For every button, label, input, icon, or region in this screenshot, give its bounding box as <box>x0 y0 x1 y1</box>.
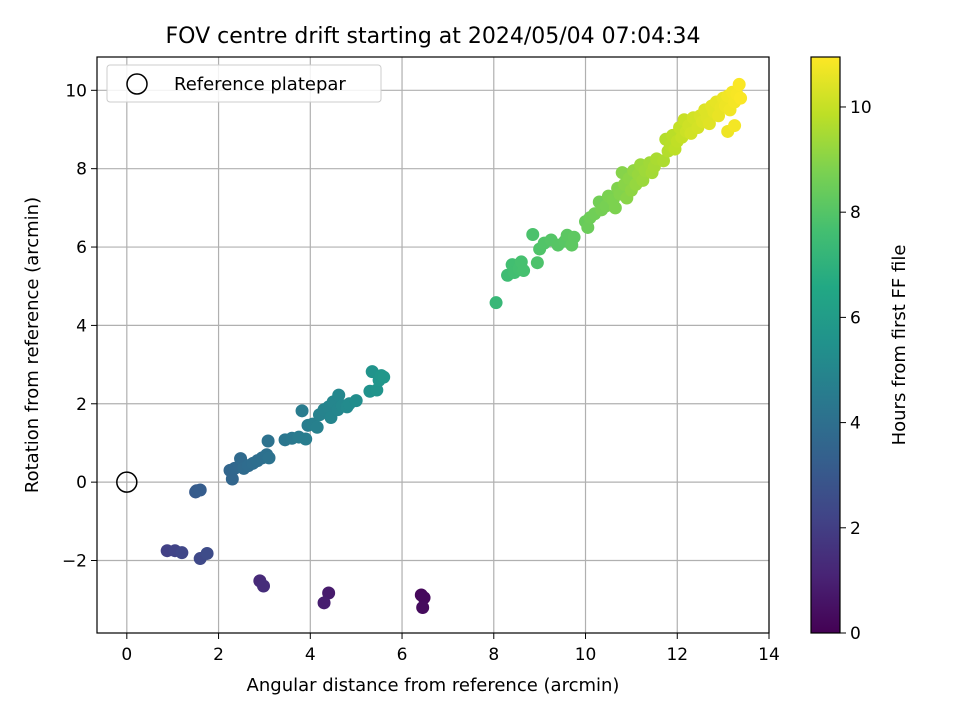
scatter-point <box>200 546 214 560</box>
colorbar-tick-label: 0 <box>850 624 861 644</box>
scatter-point <box>175 546 189 560</box>
scatter-point <box>416 601 430 615</box>
data-points <box>160 77 748 615</box>
colorbar-gradient <box>811 57 840 633</box>
x-tick-label: 4 <box>305 645 316 665</box>
x-tick-label: 14 <box>758 645 780 665</box>
scatter-point <box>702 117 716 131</box>
colorbar-frame <box>810 56 841 634</box>
scatter-point <box>732 77 746 91</box>
colorbar-ticks: 0 2 4 6 8 10 <box>840 98 872 644</box>
reference-platepar-marker <box>116 471 138 493</box>
scatter-point <box>299 432 313 446</box>
scatter-point <box>608 201 622 215</box>
y-tick-label: 10 <box>65 81 87 101</box>
x-tick-label: 12 <box>666 645 688 665</box>
colorbar-tick-label: 2 <box>850 519 861 539</box>
scatter-point <box>310 420 324 434</box>
scatter-point <box>417 591 431 605</box>
scatter-point <box>517 264 531 278</box>
scatter-point <box>262 451 276 465</box>
scatter-point <box>728 119 742 133</box>
scatter-point <box>332 388 346 402</box>
scatter-point <box>349 394 363 408</box>
scatter-point <box>193 483 207 497</box>
y-tick-label: 8 <box>76 160 87 180</box>
colorbar-label: Hours from first FF file <box>889 245 910 446</box>
scatter-point <box>257 579 271 593</box>
y-tick-label: 6 <box>76 238 87 258</box>
x-tick-label: 6 <box>397 645 408 665</box>
y-axis-ticks: −2 0 2 4 6 8 10 <box>62 81 97 572</box>
scatter-point <box>656 154 670 168</box>
y-tick-label: −2 <box>62 552 87 572</box>
x-axis-ticks: 0 2 4 6 8 10 12 14 <box>121 633 780 665</box>
chart-title: FOV centre drift starting at 2024/05/04 … <box>166 24 701 49</box>
colorbar-tick-label: 10 <box>850 98 872 118</box>
scatter-point <box>530 256 544 270</box>
y-tick-label: 2 <box>76 395 87 415</box>
scatter-point <box>567 230 581 244</box>
y-tick-label: 4 <box>76 316 87 336</box>
legend-marker-icon <box>126 73 148 95</box>
x-axis-label: Angular distance from reference (arcmin) <box>247 675 620 696</box>
x-tick-label: 8 <box>488 645 499 665</box>
colorbar-tick-label: 6 <box>850 308 861 328</box>
scatter-point <box>734 91 748 105</box>
scatter-point <box>581 220 595 234</box>
scatter-point <box>322 586 336 600</box>
scatter-point <box>377 370 391 384</box>
colorbar: 0 2 4 6 8 10 Hours from first FF file <box>810 56 910 644</box>
scatter-point <box>225 472 239 486</box>
plot-frame <box>96 56 770 634</box>
scatter-point <box>317 596 331 610</box>
legend: Reference platepar <box>106 64 382 103</box>
scatter-point <box>261 434 275 448</box>
colorbar-tick-label: 8 <box>850 203 861 223</box>
x-tick-label: 0 <box>121 645 132 665</box>
y-tick-label: 0 <box>76 473 87 493</box>
legend-box <box>106 64 382 103</box>
legend-label: Reference platepar <box>174 74 346 95</box>
scatter-point <box>489 296 503 310</box>
scatter-point <box>370 383 384 397</box>
scatter-point <box>526 228 540 242</box>
scatter-point <box>636 173 650 187</box>
scatter-point <box>295 404 309 418</box>
x-tick-label: 2 <box>213 645 224 665</box>
colorbar-tick-label: 4 <box>850 414 861 434</box>
y-axis-label: Rotation from reference (arcmin) <box>22 197 43 493</box>
x-tick-label: 10 <box>575 645 597 665</box>
